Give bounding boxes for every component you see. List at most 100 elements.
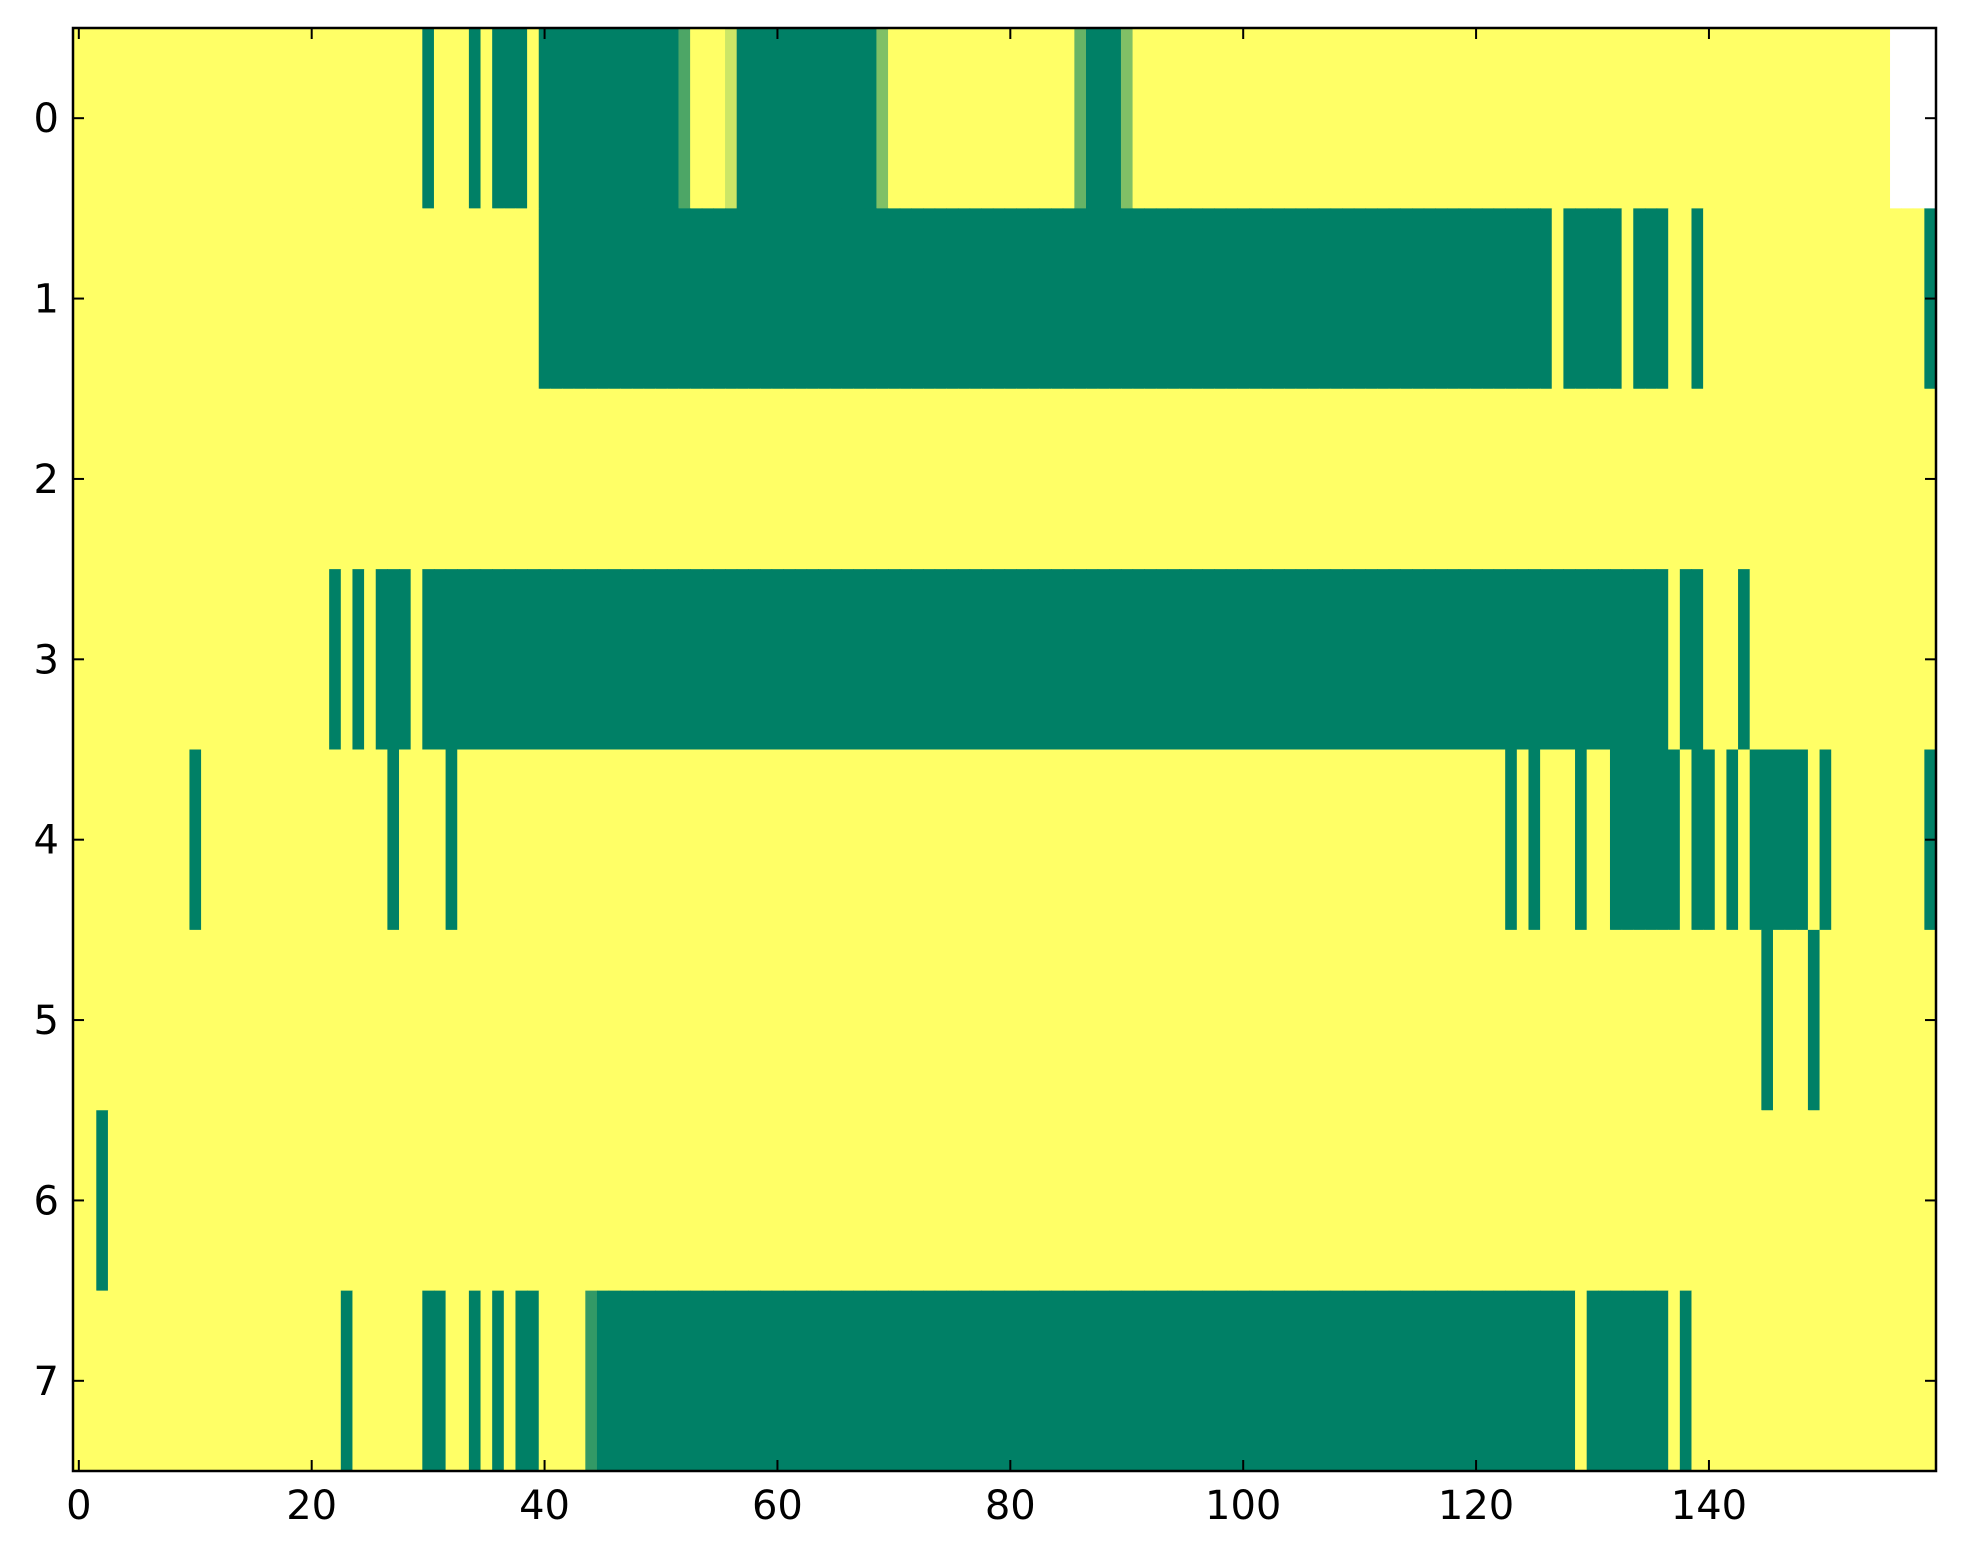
cell (1342, 569, 1355, 751)
cell (166, 1110, 179, 1292)
cell (1609, 1290, 1623, 1472)
cell (480, 1110, 493, 1292)
cell (969, 749, 982, 931)
cell (247, 388, 260, 570)
cell (1190, 28, 1204, 209)
cell (1668, 929, 1681, 1111)
cell (713, 1290, 726, 1472)
cell (1656, 749, 1669, 931)
cell (1109, 929, 1122, 1111)
cell (701, 929, 715, 1111)
cell (433, 1290, 447, 1472)
cell (1575, 208, 1588, 390)
cell (1458, 1110, 1471, 1292)
cell (934, 1110, 947, 1292)
cell (119, 388, 132, 570)
cell (1505, 749, 1518, 931)
cell (1679, 1110, 1693, 1292)
cell (1377, 929, 1390, 1111)
cell (888, 569, 901, 751)
cell (1283, 1290, 1297, 1472)
cell (259, 208, 272, 390)
cell (1144, 28, 1157, 209)
cell (1039, 388, 1052, 570)
cell (981, 28, 994, 209)
cell (399, 388, 412, 570)
cell (445, 569, 458, 751)
cell (201, 929, 214, 1111)
cell (1551, 388, 1564, 570)
cell (829, 208, 843, 390)
cell (1179, 208, 1192, 390)
cell (410, 569, 423, 751)
cell (1726, 749, 1739, 931)
cell (981, 1110, 994, 1292)
cell (678, 388, 691, 570)
cell (131, 749, 144, 931)
cell (713, 929, 726, 1111)
cell (1132, 569, 1145, 751)
cell (992, 208, 1006, 390)
cell (329, 28, 342, 209)
cell (1714, 1110, 1728, 1292)
cell (1738, 388, 1751, 570)
cell (364, 929, 377, 1111)
cell (1225, 1290, 1238, 1472)
cell (224, 569, 237, 751)
cell (1866, 28, 1879, 209)
cell (690, 569, 703, 751)
cell (1155, 1290, 1169, 1472)
cell (399, 929, 412, 1111)
cell (119, 749, 132, 931)
cell (1505, 208, 1518, 390)
cell (1633, 569, 1646, 751)
cell (329, 929, 342, 1111)
cell (1446, 929, 1460, 1111)
cell (503, 1110, 517, 1292)
cell (1761, 388, 1774, 570)
cell (1062, 1110, 1075, 1292)
cell (1097, 749, 1110, 931)
cell (1283, 1110, 1297, 1292)
cell (1551, 208, 1564, 390)
cell (1330, 749, 1343, 931)
cell (375, 749, 388, 931)
cell (759, 1290, 773, 1472)
cell (1493, 1110, 1506, 1292)
cell (853, 1110, 866, 1292)
cell (1086, 929, 1099, 1111)
cell (96, 1110, 109, 1292)
cell (946, 569, 959, 751)
cell (1784, 1290, 1797, 1472)
x-tick-label: 140 (1671, 1483, 1747, 1529)
cell (329, 569, 342, 751)
cell (1027, 1110, 1041, 1292)
cell (201, 569, 214, 751)
cell (713, 569, 726, 751)
cell (329, 749, 342, 931)
cell (1505, 1290, 1518, 1472)
cell (131, 1110, 144, 1292)
cell (1714, 929, 1728, 1111)
cell (96, 569, 109, 751)
cell (1109, 1110, 1122, 1292)
cell (1842, 749, 1856, 931)
cell (1423, 749, 1436, 931)
cell (1912, 1290, 1925, 1472)
cell (1831, 388, 1844, 570)
cell (1342, 749, 1355, 931)
cell (201, 388, 214, 570)
cell (1388, 749, 1401, 931)
cell (259, 388, 272, 570)
cell (1551, 749, 1564, 931)
cell (1400, 388, 1413, 570)
cell (503, 749, 517, 931)
cell (818, 569, 831, 751)
cell (1330, 208, 1343, 390)
x-tick-label: 40 (519, 1483, 570, 1529)
cell (992, 749, 1006, 931)
cell (690, 1110, 703, 1292)
cell (1516, 749, 1530, 931)
cell (783, 929, 796, 1111)
cell (1051, 388, 1064, 570)
